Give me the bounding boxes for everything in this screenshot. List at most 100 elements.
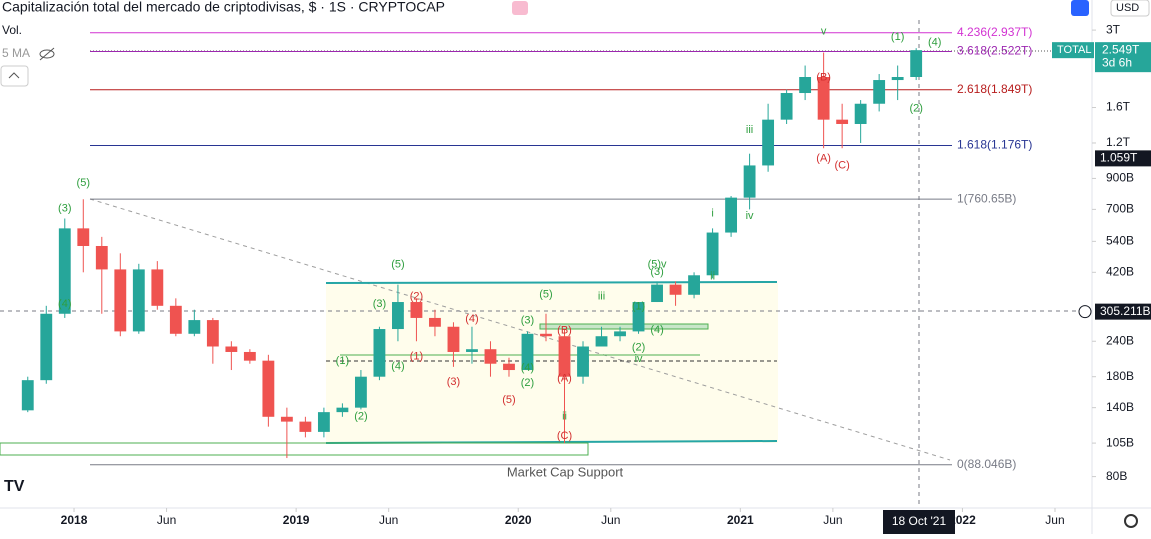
candle-body — [410, 302, 423, 318]
candle-body — [651, 284, 663, 303]
candle-body — [799, 77, 812, 94]
tv-logo[interactable]: TV — [0, 472, 34, 500]
trend-line — [89, 198, 951, 461]
chart-title: Capitalización total del mercado de crip… — [2, 0, 445, 15]
candle-body — [392, 302, 404, 330]
fib-label: 3.618(2.522T) — [957, 44, 1032, 58]
candle-body — [21, 380, 34, 411]
candle-body — [429, 317, 441, 327]
wave-label: (3) — [521, 314, 534, 326]
wave-label: (3) — [58, 202, 71, 214]
settings-icon[interactable] — [1124, 514, 1138, 528]
wave-label: v — [821, 26, 827, 38]
wave-label: (4) — [521, 362, 534, 374]
svg-text:TV: TV — [4, 478, 25, 495]
y-tick-label: 180B — [1106, 369, 1134, 383]
x-tick-label: 2022 — [949, 513, 976, 527]
wave-label: ii — [562, 411, 567, 423]
y-tick-label: 3T — [1106, 22, 1121, 36]
wave-label: (5) — [77, 177, 90, 189]
wave-label: (3) — [447, 376, 460, 388]
candle-body — [243, 351, 256, 361]
wave-label: iv — [635, 353, 643, 365]
wave-label: (1) — [632, 300, 645, 312]
candle-body — [873, 80, 886, 104]
x-tick-label: 2020 — [505, 513, 532, 527]
candle-body — [151, 269, 164, 306]
candle-body — [521, 333, 534, 371]
hide-icon[interactable] — [39, 47, 55, 61]
wave-label: (C) — [834, 159, 849, 171]
candle-body — [577, 346, 589, 377]
candle-body — [891, 77, 904, 81]
candle-body — [706, 232, 719, 276]
wave-label: (4) — [58, 298, 71, 310]
y-tick-label: 80B — [1106, 469, 1127, 483]
y-tick-label: 900B — [1106, 171, 1134, 185]
wave-label: (1) — [410, 350, 423, 362]
wave-label: ii — [710, 270, 715, 282]
candle-body — [780, 93, 793, 120]
support-box — [0, 442, 589, 456]
compare-button[interactable] — [1071, 0, 1089, 16]
crosshair-plus — [1078, 305, 1092, 319]
wave-label: (2) — [354, 411, 367, 423]
x-tick-label: 2018 — [61, 513, 88, 527]
countdown-label: 3d 6h — [1102, 55, 1132, 69]
status-icon[interactable] — [512, 1, 528, 15]
candle-body — [484, 349, 497, 364]
candle-body — [169, 305, 182, 334]
wave-label: (B) — [557, 324, 572, 336]
candle-body — [688, 275, 700, 295]
x-tick-label: Jun — [1045, 513, 1064, 527]
wave-label: (2) — [632, 341, 645, 353]
candle-body — [762, 119, 775, 166]
wave-label: (5) — [391, 258, 404, 270]
candle-body — [614, 331, 626, 337]
candle-body — [354, 376, 367, 408]
wave-label: (2) — [410, 290, 423, 302]
price-tag-label: 1.059T — [1100, 151, 1138, 165]
currency-label[interactable]: USD — [1116, 2, 1139, 14]
candle-body — [595, 336, 608, 347]
chevron-icon — [8, 72, 20, 79]
wave-label: i — [711, 208, 713, 220]
wave-label: (5) — [502, 394, 515, 406]
candle-body — [447, 326, 460, 352]
currency-button[interactable] — [1110, 0, 1150, 17]
y-tick-label: 105B — [1106, 435, 1134, 449]
wave-label: (C) — [557, 430, 572, 442]
indicator-label: Vol. — [2, 23, 22, 37]
candle-body — [280, 416, 293, 422]
collapse-button[interactable] — [0, 65, 29, 87]
candle-body — [854, 103, 867, 124]
y-tick-label: 420B — [1106, 264, 1134, 278]
candle-body — [336, 407, 349, 413]
candle-body — [206, 320, 219, 347]
x-tick-label: Jun — [601, 513, 620, 527]
symbol-tag — [1052, 42, 1094, 59]
y-tick-label: 540B — [1106, 234, 1134, 248]
candle-body — [466, 349, 478, 352]
x-tick-label: Jun — [823, 513, 842, 527]
candle-body — [58, 228, 71, 314]
zone-box — [539, 323, 709, 330]
fib-label: 4.236(2.937T) — [957, 25, 1032, 39]
candle-body — [540, 333, 552, 337]
x-tick-label: 2021 — [727, 513, 754, 527]
candle-body — [132, 269, 145, 332]
wave-label: iii — [746, 124, 753, 136]
fib-label: 1.618(1.176T) — [957, 138, 1032, 152]
wave-label: (3) — [373, 298, 386, 310]
y-tick-label: 240B — [1106, 333, 1134, 347]
candle-body — [40, 313, 53, 381]
wave-label: (1) — [336, 355, 349, 367]
last-price-label: 2.549T — [1102, 42, 1140, 56]
candle-body — [77, 228, 90, 246]
candle-body — [725, 197, 738, 233]
wave-label: (5)v — [648, 258, 667, 270]
candle-body — [836, 119, 849, 124]
